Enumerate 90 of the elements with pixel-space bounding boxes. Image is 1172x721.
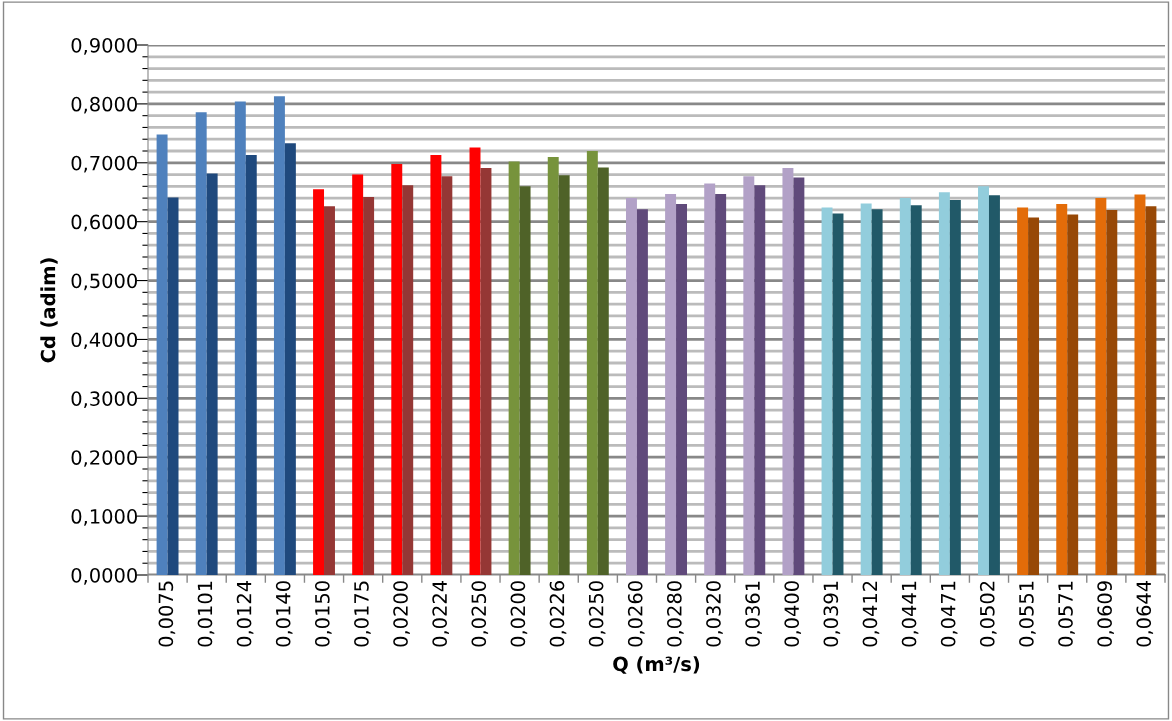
bar (1095, 198, 1107, 575)
x-tick-label: 0,0101 (197, 581, 215, 647)
x-tick-label: 0,0280 (666, 581, 684, 647)
bar (480, 168, 492, 575)
bar (402, 185, 414, 575)
x-tick-label: 0,0226 (549, 581, 567, 647)
bar (676, 204, 688, 575)
bar (860, 203, 872, 575)
x-tick-label: 0,0124 (236, 580, 254, 647)
x-axis-title: Q (m³/s) (613, 656, 700, 674)
y-tick-label: 0,7000 (71, 155, 137, 173)
bar (245, 155, 257, 575)
y-tick-label: 0,3000 (71, 391, 137, 408)
bar (832, 213, 844, 575)
y-tick-label: 0,8000 (71, 96, 137, 114)
bar (1067, 214, 1079, 575)
y-tick-label: 0,9000 (71, 37, 137, 55)
x-tick-label: 0,0609 (1097, 581, 1114, 647)
bar (430, 155, 442, 575)
bar (313, 189, 325, 575)
bar (195, 112, 207, 575)
x-tick-label: 0,0075 (158, 581, 176, 647)
bar (899, 198, 911, 575)
y-tick-label: 0,0000 (71, 567, 137, 585)
bar (793, 177, 805, 575)
bar (508, 161, 520, 575)
bar (949, 199, 961, 575)
bar (206, 173, 218, 575)
x-tick-label: 0,0320 (706, 581, 723, 647)
bar (1145, 206, 1157, 575)
bar (469, 147, 481, 575)
x-tick-label: 0,0412 (862, 581, 880, 647)
x-tick-label: 0,0471 (940, 581, 958, 647)
bar (1028, 217, 1040, 575)
x-tick-label: 0,0150 (314, 581, 332, 647)
bar (1106, 209, 1118, 575)
x-tick-label: 0,0441 (901, 581, 919, 647)
bar (1017, 207, 1029, 575)
x-tick-label: 0,0644 (1136, 580, 1154, 647)
x-tick-label: 0,0224 (432, 580, 449, 647)
bar (743, 176, 755, 575)
x-tick-label: 0,0361 (745, 581, 762, 647)
bar (704, 183, 716, 575)
bar (1056, 204, 1068, 575)
bar (352, 174, 364, 575)
x-tick-label: 0,0175 (354, 581, 371, 647)
x-tick-label: 0,0140 (275, 581, 293, 647)
y-tick-label: 0,1000 (71, 509, 137, 526)
bar (978, 186, 989, 575)
bar (871, 209, 883, 575)
bar (167, 197, 179, 575)
bar (519, 186, 531, 575)
bar (547, 156, 559, 575)
bar (558, 175, 570, 575)
bar (715, 193, 727, 575)
x-tick-label: 0,0391 (823, 581, 841, 647)
bar (586, 151, 598, 575)
bar (234, 101, 246, 575)
bar (391, 163, 403, 575)
bar (988, 195, 1000, 575)
x-tick-label: 0,0250 (471, 581, 489, 647)
y-tick-label: 0,6000 (71, 214, 137, 232)
bar (1134, 194, 1146, 575)
bar (636, 209, 648, 575)
bar (324, 206, 335, 575)
bar (782, 168, 794, 575)
bar (665, 193, 677, 575)
bar (597, 167, 609, 575)
x-tick-label: 0,0502 (979, 581, 997, 647)
bar (156, 134, 168, 575)
bar (910, 205, 922, 575)
bar (363, 196, 375, 575)
y-tick-label: 0,4000 (71, 332, 137, 350)
bar (625, 198, 637, 575)
y-tick-label: 0,2000 (71, 450, 137, 467)
x-tick-label: 0,0200 (393, 581, 410, 647)
bar (821, 207, 833, 575)
y-axis-title: Cd (adim) (40, 258, 58, 363)
bar (284, 143, 296, 575)
x-tick-label: 0,0200 (510, 581, 528, 647)
x-tick-label: 0,0551 (1019, 581, 1036, 647)
x-tick-label: 0,0571 (1058, 581, 1075, 647)
bar (273, 96, 285, 575)
x-tick-label: 0,0250 (588, 581, 606, 647)
bar (754, 185, 766, 575)
x-tick-label: 0,0400 (784, 581, 802, 647)
bar (938, 192, 950, 575)
x-tick-label: 0,0260 (627, 581, 645, 647)
bar (441, 176, 453, 575)
y-tick-label: 0,5000 (71, 273, 137, 291)
